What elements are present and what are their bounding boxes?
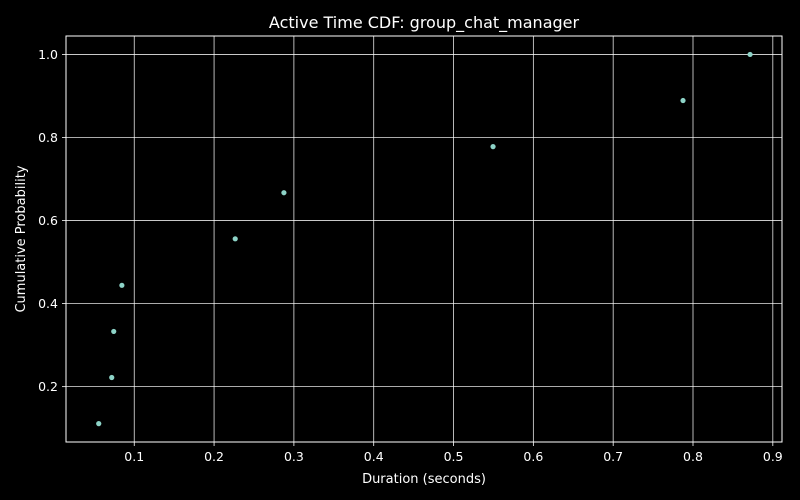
x-tick-label: 0.5 — [444, 449, 464, 464]
data-point — [111, 328, 117, 335]
grid-lines — [66, 36, 782, 442]
plot-frame — [65, 35, 783, 443]
data-point — [490, 144, 496, 150]
data-point — [747, 51, 753, 58]
x-tick-label: 0.6 — [523, 449, 543, 464]
y-tick-label: 0.4 — [38, 296, 58, 311]
data-point — [281, 190, 287, 196]
y-tick-label: 0.8 — [38, 130, 58, 145]
x-axis-label: Duration (seconds) — [362, 472, 486, 487]
x-tick-label: 0.4 — [364, 449, 384, 464]
axis-ticks: 0.1 0.2 0.3 0.4 0.5 0.6 0.7 0.8 0.9 0.2 0.4 0.6 0.8 1… — [38, 47, 783, 464]
data-point — [232, 236, 238, 242]
data-point — [109, 374, 115, 381]
y-tick-label: 0.6 — [38, 213, 58, 228]
chart-title: Active Time CDF: group_chat_manager — [269, 13, 580, 33]
x-tick-label: 0.1 — [124, 449, 144, 464]
y-tick-label: 0.2 — [38, 379, 58, 394]
data-points — [96, 51, 753, 427]
x-tick-label: 0.9 — [763, 449, 783, 464]
x-tick-label: 0.8 — [683, 449, 703, 464]
y-tick-label: 1.0 — [38, 47, 58, 62]
x-tick-label: 0.3 — [284, 449, 304, 464]
data-point — [680, 97, 686, 104]
data-point — [96, 421, 102, 427]
x-tick-label: 0.7 — [603, 449, 623, 464]
y-axis-label: Cumulative Probability — [14, 165, 29, 312]
x-tick-label: 0.2 — [204, 449, 224, 464]
data-point — [119, 282, 125, 288]
